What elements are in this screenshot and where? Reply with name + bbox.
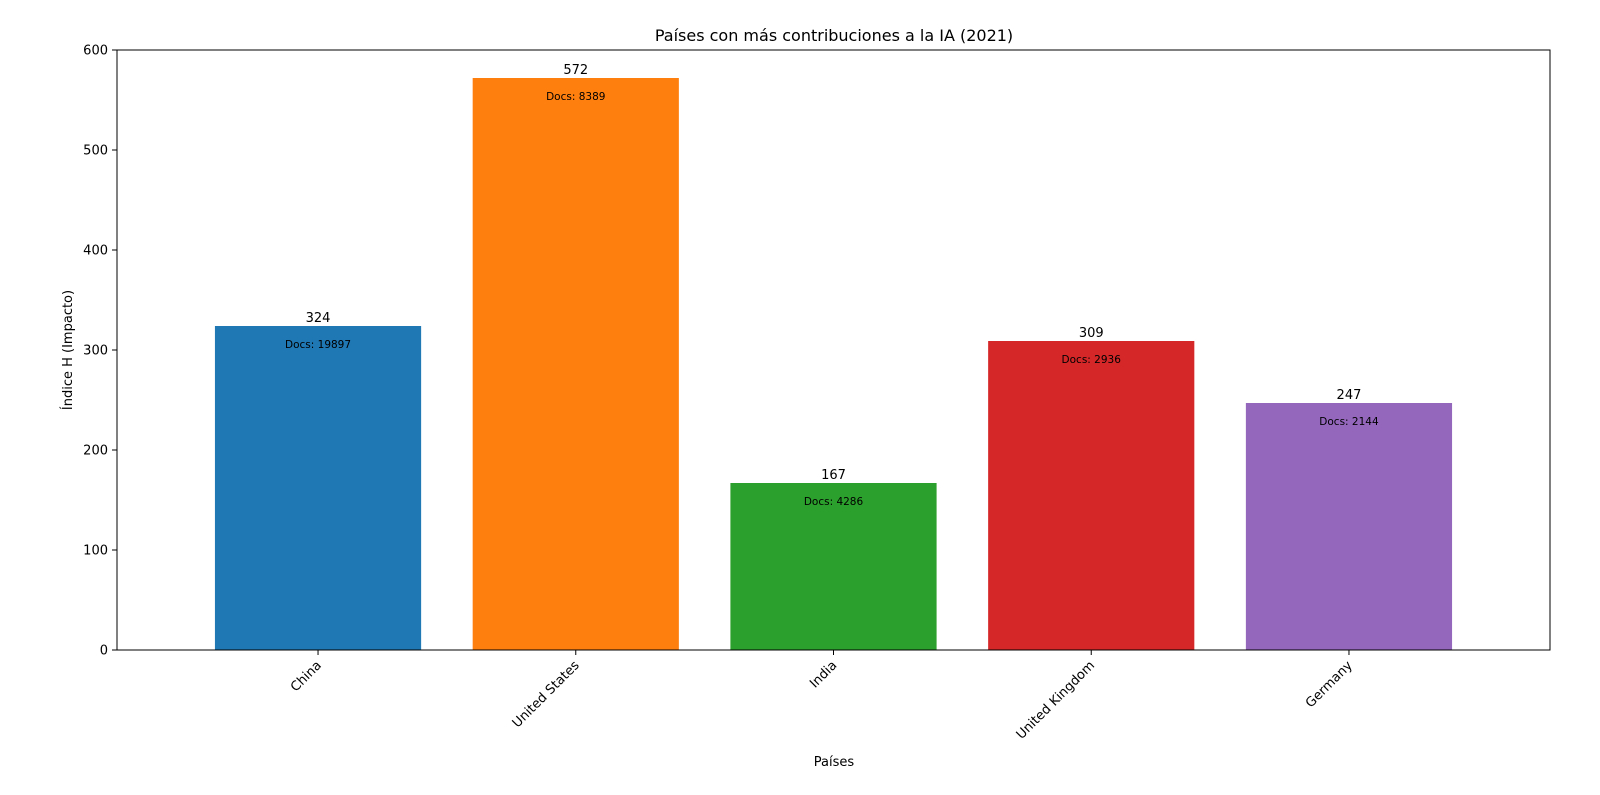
bar-value-label: 309 [1079, 326, 1104, 341]
bar-value-label: 167 [821, 468, 846, 483]
plot-frame [116, 49, 1551, 651]
x-tick-label: United Kingdom [1014, 658, 1098, 742]
bar-value-label: 324 [306, 311, 331, 326]
x-tick-label: Germany [1303, 658, 1356, 711]
x-axis-label: Países [814, 755, 855, 770]
bar-value-label: 572 [563, 63, 588, 78]
bar-docs-label: Docs: 19897 [285, 339, 351, 351]
bars-group: 324 Docs: 19897 572 Docs: 8389 167 Docs: 4286… [214, 63, 1453, 650]
x-tick-label: China [288, 658, 325, 695]
bar [472, 78, 679, 650]
chart-title: Países con más contribuciones a la IA (2… [655, 26, 1013, 45]
y-axis: 0 100 200 300 400 500 600 [83, 44, 117, 659]
bar-docs-label: Docs: 4286 [804, 496, 864, 508]
bar [988, 341, 1195, 650]
bar [214, 326, 422, 650]
y-tick-label: 0 [100, 644, 108, 659]
bar-docs-label: Docs: 2936 [1062, 354, 1122, 366]
y-tick-label: 300 [83, 344, 108, 359]
x-axis: China United States India United Kingdom Ger… [288, 650, 1356, 743]
y-tick-label: 200 [83, 444, 108, 459]
y-tick-label: 600 [83, 44, 108, 59]
y-tick-label: 500 [83, 144, 108, 159]
bar [730, 483, 937, 650]
x-tick-label: United States [510, 658, 583, 731]
y-tick-label: 100 [83, 544, 108, 559]
y-axis-label: Índice H (Impacto) [60, 290, 76, 410]
bar-value-label: 247 [1337, 388, 1362, 403]
bar-docs-label: Docs: 2144 [1319, 416, 1379, 428]
x-tick-label: India [807, 658, 840, 691]
bar-docs-label: Docs: 8389 [546, 91, 605, 103]
y-tick-label: 400 [83, 244, 108, 259]
bar [1245, 403, 1453, 650]
